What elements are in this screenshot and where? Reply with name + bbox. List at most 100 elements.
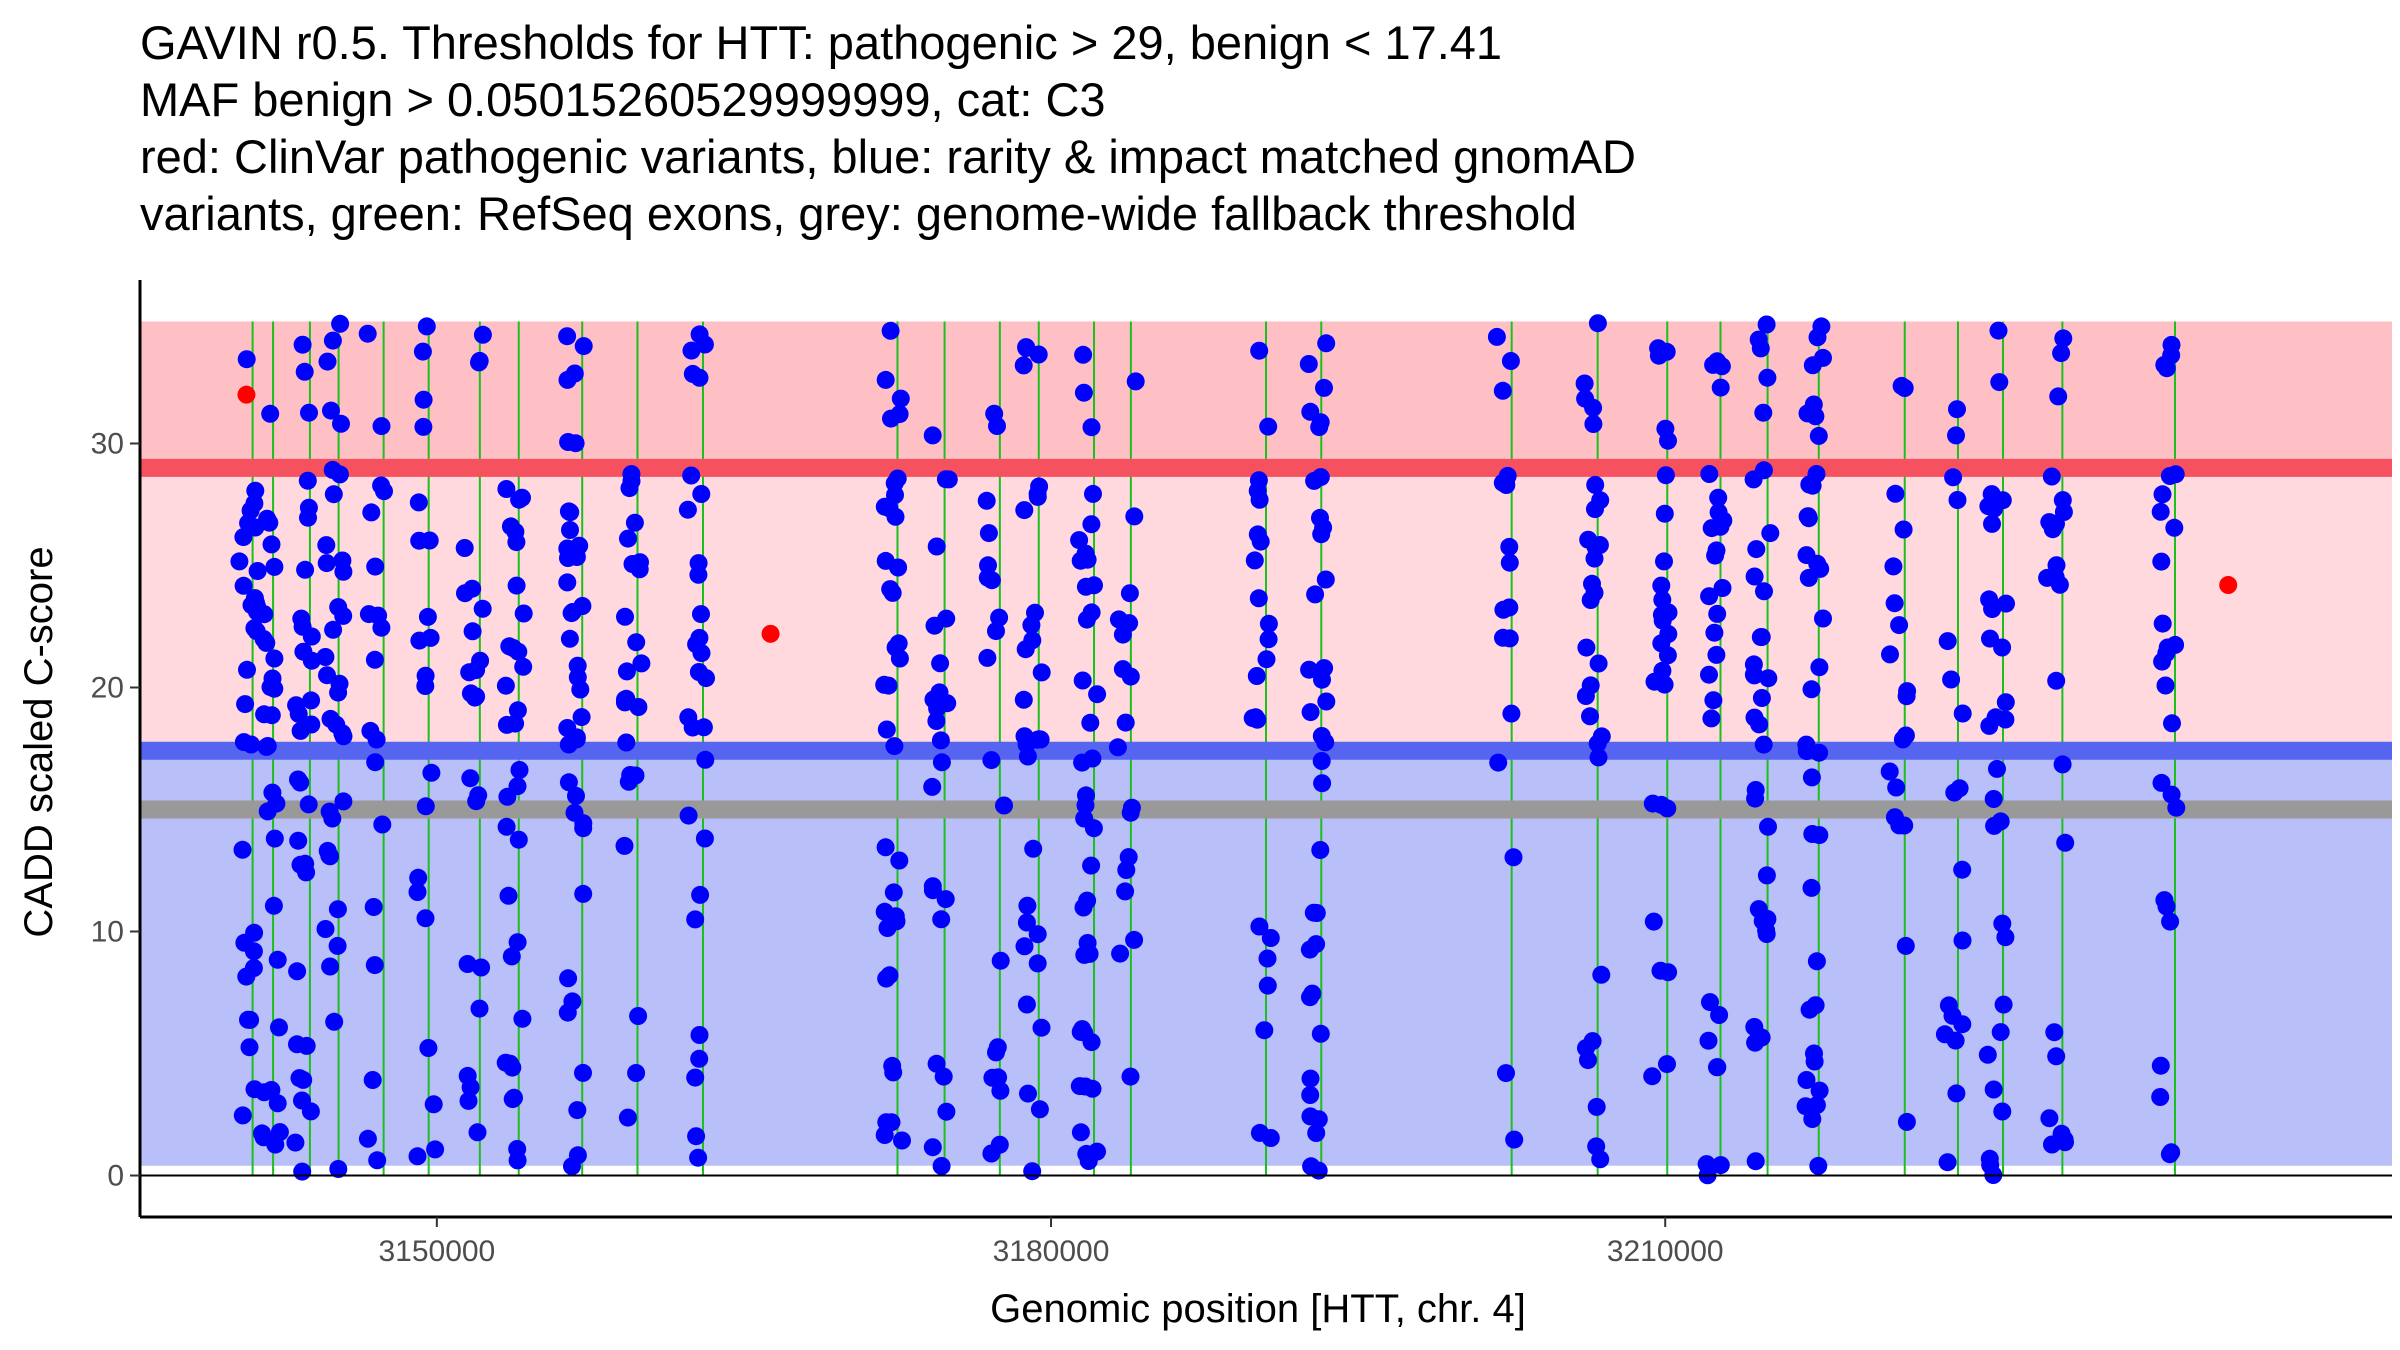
gnomad-point <box>689 1148 708 1167</box>
gnomad-point <box>1302 1157 1321 1176</box>
gnomad-point <box>1587 1097 1606 1116</box>
gnomad-point <box>416 909 435 928</box>
gnomad-point <box>1707 645 1726 664</box>
gnomad-point <box>626 766 645 785</box>
gnomad-point <box>692 605 710 624</box>
gnomad-point <box>286 1133 305 1152</box>
gnomad-point <box>1989 321 2008 340</box>
gnomad-point <box>1073 671 1092 690</box>
gnomad-point <box>2040 513 2059 532</box>
gnomad-point <box>925 616 944 635</box>
gnomad-point <box>324 485 343 504</box>
gnomad-point <box>1948 491 1967 509</box>
gnomad-point <box>619 529 637 548</box>
gnomad-point <box>1030 477 1049 496</box>
gnomad-point <box>2050 575 2069 594</box>
gnomad-point <box>287 696 306 715</box>
gnomad-point <box>1314 518 1333 537</box>
gnomad-point <box>234 528 253 547</box>
gnomad-point <box>558 719 577 737</box>
gnomad-point <box>1084 484 1102 503</box>
gnomad-point <box>414 417 433 436</box>
gnomad-point <box>1088 685 1107 704</box>
gnomad-point <box>923 881 942 900</box>
gnomad-point <box>1752 689 1771 707</box>
clinvar-point <box>237 385 256 404</box>
gnomad-point <box>238 660 256 679</box>
gnomad-point <box>258 509 277 528</box>
gnomad-point <box>300 403 318 422</box>
gnomad-point <box>1754 735 1773 754</box>
gnomad-point <box>1808 328 1827 347</box>
gnomad-point <box>291 855 310 874</box>
gnomad-point <box>509 830 528 849</box>
gnomad-point <box>2158 638 2177 657</box>
gnomad-point <box>1754 403 1773 422</box>
gnomad-point <box>560 629 579 648</box>
gnomad-point <box>1500 629 1519 648</box>
gnomad-point <box>1803 825 1822 843</box>
gnomad-point <box>883 1056 902 1075</box>
gnomad-point <box>1708 604 1727 623</box>
gnomad-point <box>293 335 312 354</box>
gnomad-point <box>416 666 435 685</box>
gnomad-point <box>365 650 384 669</box>
gnomad-point <box>1700 587 1719 606</box>
gnomad-point <box>1113 625 1132 644</box>
gnomad-point <box>372 618 391 637</box>
gnomad-point <box>931 654 950 673</box>
gnomad-point <box>473 599 492 618</box>
gnomad-point <box>1261 929 1280 947</box>
gnomad-point <box>987 622 1005 641</box>
y-tick-label: 10 <box>91 916 124 949</box>
gnomad-point <box>497 817 516 836</box>
gnomad-point <box>334 792 353 811</box>
gnomad-point <box>2166 465 2185 484</box>
gnomad-point <box>1255 1021 1274 1040</box>
gnomad-point <box>1885 594 1904 613</box>
gnomad-point <box>932 1157 951 1175</box>
gnomad-point <box>363 1071 382 1089</box>
gnomad-point <box>2163 714 2181 733</box>
gnomad-point <box>1501 352 1520 370</box>
gnomad-point <box>1983 599 2002 618</box>
gnomad-point <box>574 337 593 356</box>
gnomad-point <box>1702 519 1721 538</box>
data-points <box>230 314 2238 1185</box>
gnomad-point <box>318 352 337 371</box>
gnomad-point <box>1075 1023 1094 1042</box>
gnomad-point <box>1070 531 1089 550</box>
gnomad-point <box>2162 1143 2181 1162</box>
gnomad-point <box>1113 660 1132 679</box>
gnomad-point <box>365 956 384 975</box>
gnomad-point <box>1655 552 1673 571</box>
gnomad-point <box>885 737 904 756</box>
gnomad-point <box>417 317 436 336</box>
gnomad-point <box>1250 917 1269 936</box>
gnomad-point <box>890 405 909 424</box>
gnomad-point <box>1711 1156 1730 1175</box>
gnomad-point <box>1082 515 1101 534</box>
gnomad-point <box>563 1157 581 1176</box>
gnomad-point <box>1757 315 1776 334</box>
gnomad-point <box>1313 774 1332 793</box>
gnomad-point <box>323 460 342 479</box>
gnomad-point <box>514 604 533 623</box>
gnomad-point <box>939 470 958 489</box>
gnomad-point <box>1943 1006 1962 1025</box>
gnomad-point <box>1704 691 1723 710</box>
gnomad-point <box>558 327 577 346</box>
gnomad-point <box>463 622 482 641</box>
gnomad-point <box>2161 912 2180 931</box>
gnomad-point <box>1752 628 1771 646</box>
gnomad-point <box>1024 839 1043 858</box>
gnomad-point <box>1980 716 1999 735</box>
gnomad-point <box>321 957 340 976</box>
gnomad-point <box>1978 1045 1997 1064</box>
gnomad-point <box>1708 352 1727 371</box>
gnomad-point <box>296 560 315 579</box>
gnomad-point <box>876 551 895 570</box>
gnomad-point <box>329 598 348 617</box>
gnomad-point <box>1810 1081 1829 1100</box>
gnomad-point <box>574 884 593 903</box>
